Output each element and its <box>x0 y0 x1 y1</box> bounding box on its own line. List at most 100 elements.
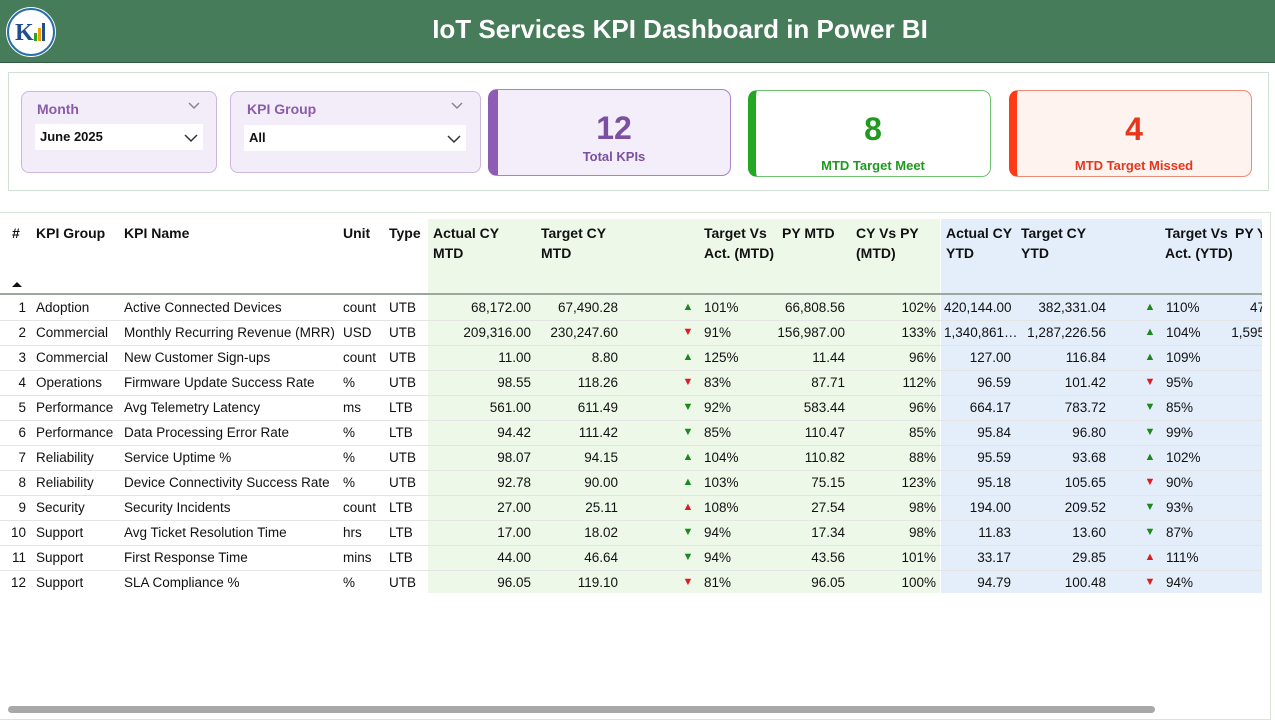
column-header: Type <box>389 225 421 241</box>
table-cell: 33.17 <box>977 550 1011 565</box>
status-arrow: ▼ <box>1144 401 1156 413</box>
status-arrow: ▲ <box>1144 451 1156 463</box>
table-cell: mins <box>343 550 372 565</box>
table-cell: UTB <box>389 300 416 315</box>
column-header: Actual CY MTD <box>433 225 499 261</box>
table-cell: 95.18 <box>977 475 1011 490</box>
table-cell: LTB <box>389 400 413 415</box>
table-cell: 1,287,226.56 <box>1027 325 1106 340</box>
chevron <box>447 135 461 144</box>
table-cell: 66,808.56 <box>784 300 845 315</box>
status-arrow: ▼ <box>682 576 694 588</box>
table-cell: 67,490.28 <box>557 300 618 315</box>
row-divider <box>0 445 1262 446</box>
slicer-dropdown[interactable]: All <box>244 125 466 151</box>
table-cell: SLA Compliance % <box>124 575 240 590</box>
table-cell: Commercial <box>36 325 109 340</box>
status-arrow: ▼ <box>1144 426 1156 438</box>
table-cell: 88% <box>908 450 936 465</box>
table-cell: 90.00 <box>584 475 618 490</box>
sort-icon[interactable] <box>12 281 22 288</box>
scrollbar[interactable] <box>8 706 1155 713</box>
status-arrow: ▲ <box>1144 326 1156 338</box>
table-cell: Support <box>36 550 84 565</box>
month-slicer[interactable]: Month June 2025 <box>21 91 217 173</box>
table-cell: 75.15 <box>811 475 845 490</box>
status-arrow: ▼ <box>682 401 694 413</box>
table-cell: 156,987.00 <box>777 325 845 340</box>
card-label: MTD Target Meet <box>821 158 925 173</box>
table-cell: LTB <box>389 550 413 565</box>
table-cell: 3 <box>18 350 26 365</box>
table-cell: 92% <box>704 400 732 415</box>
table-cell: 119.10 <box>577 575 618 590</box>
slicer-dropdown[interactable]: June 2025 <box>35 124 203 150</box>
status-arrow: ▼ <box>1144 526 1156 538</box>
table-cell: 18.02 <box>584 525 618 540</box>
table-cell: 90% <box>1166 475 1194 490</box>
table-cell: 85% <box>1166 400 1194 415</box>
table-cell: UTB <box>389 375 416 390</box>
column-header: Target Vs Act. (MTD) <box>704 225 774 261</box>
table-cell: Security <box>36 500 85 515</box>
table-cell: 4 <box>18 375 26 390</box>
column-header: Actual CY YTD <box>946 225 1012 261</box>
column-header: PY YTD <box>1235 225 1262 241</box>
table-cell: Device Connectivity Success Rate <box>124 475 330 490</box>
header-rule <box>0 293 1262 295</box>
table-cell: Commercial <box>36 350 109 365</box>
table-cell: 95.59 <box>977 450 1011 465</box>
table-cell: UTB <box>389 450 416 465</box>
table-cell: 96.05 <box>497 575 531 590</box>
table-cell: 98% <box>908 525 936 540</box>
slicer-value: All <box>249 130 266 145</box>
table-cell: % <box>343 375 356 390</box>
table-cell: 104% <box>1166 325 1201 340</box>
table-cell: 96.59 <box>977 375 1011 390</box>
header-bar: K IoT Services KPI Dashboard in Power BI <box>0 0 1275 63</box>
table-cell: hrs <box>343 525 362 540</box>
table-cell: 8 <box>18 475 26 490</box>
table-cell: 96.80 <box>1072 425 1106 440</box>
table-cell: 583.44 <box>803 400 845 415</box>
status-arrow: ▼ <box>1144 476 1156 488</box>
table-cell: count <box>343 300 377 315</box>
table-cell: ms <box>343 400 361 415</box>
row-divider <box>0 545 1262 546</box>
table-cell: 110.47 <box>804 425 845 440</box>
table-cell: 103% <box>704 475 739 490</box>
table-cell: 2 <box>18 325 26 340</box>
table-cell: 87% <box>1166 525 1194 540</box>
table-cell: Operations <box>36 375 103 390</box>
ytd-band <box>941 219 1262 593</box>
table-cell: 94.42 <box>497 425 531 440</box>
column-header: KPI Group <box>36 225 106 241</box>
chevron <box>188 102 200 110</box>
table-cell: 25.11 <box>585 500 618 515</box>
column-header: CY Vs PY (MTD) <box>856 225 919 261</box>
table-cell: 209.52 <box>1064 500 1106 515</box>
kpi-group-slicer[interactable]: KPI Group All <box>230 91 481 173</box>
row-divider <box>0 320 1262 321</box>
row-divider <box>0 570 1262 571</box>
status-arrow: ▲ <box>682 301 694 313</box>
table-cell: count <box>343 500 377 515</box>
status-arrow: ▼ <box>682 426 694 438</box>
chevron <box>184 134 198 143</box>
status-arrow: ▼ <box>682 376 694 388</box>
table-cell: 664.17 <box>969 400 1011 415</box>
status-arrow: ▼ <box>1144 501 1156 513</box>
table-cell: 116.84 <box>1065 350 1106 365</box>
table-cell: 133% <box>901 325 936 340</box>
table-cell: 85% <box>908 425 936 440</box>
table-cell: 68,172.00 <box>470 300 531 315</box>
table-cell: 94% <box>704 525 732 540</box>
table-cell: 783.72 <box>1064 400 1106 415</box>
table-cell: 11.83 <box>978 525 1011 540</box>
table-cell: 111% <box>1166 550 1199 565</box>
kpi-card: 12 Total KPIs <box>488 89 731 176</box>
table-cell: 9 <box>18 500 26 515</box>
table-cell: 127.00 <box>969 350 1011 365</box>
status-arrow: ▲ <box>1144 551 1156 563</box>
card-label: MTD Target Missed <box>1074 158 1194 173</box>
